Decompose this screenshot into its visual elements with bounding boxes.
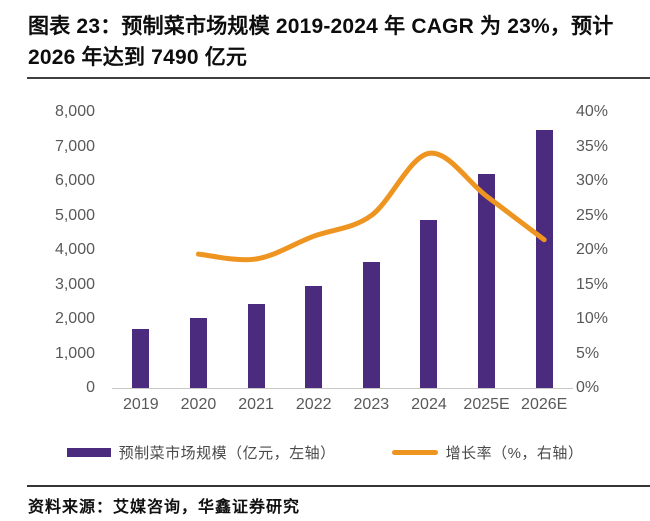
x-axis-label: 2021 [238,396,274,413]
legend-item-growth-rate: 增长率（%，右轴） [391,442,584,463]
right-y-axis-tick: 35% [576,137,609,155]
right-y-axis-tick: 20% [576,241,609,258]
x-axis-line [112,388,573,389]
x-axis-label: 2022 [295,396,332,413]
right-y-axis-tick: 30% [576,172,609,189]
left-y-axis-tick: 7,000 [54,137,95,155]
figure-title-line1: 图表 23：预制菜市场规模 2019-2024 年 CAGR 为 23%，预计 [28,15,614,38]
right-y-axis-tick: 10% [576,310,609,327]
bar-2019 [132,329,150,388]
chart-legend: 预制菜市场规模（亿元，左轴） 增长率（%，右轴） [0,442,650,463]
source-note: 资料来源：艾媒咨询，华鑫证券研究 [28,499,301,516]
bar-2020 [189,317,207,388]
legend-label-market-size: 预制菜市场规模（亿元，左轴） [118,445,336,462]
right-y-axis-tick: 40% [576,103,609,120]
title-divider [27,77,650,79]
left-y-axis-tick: 2,000 [54,310,95,327]
left-y-axis-tick: 4,000 [54,241,95,258]
right-y-axis-tick: 0% [576,379,600,396]
bar-2023 [362,262,380,388]
right-y-axis-tick: 25% [576,206,609,224]
figure-title: 图表 23：预制菜市场规模 2019-2024 年 CAGR 为 23%，预计 … [28,11,634,73]
bar-2022 [305,285,323,388]
right-y-axis-tick: 15% [576,275,609,293]
left-y-axis-tick: 8,000 [54,103,95,120]
x-axis-label: 2020 [180,396,217,413]
x-axis-label: 2024 [411,396,447,413]
bar-2026E [535,129,553,388]
bar-series-swatch-icon [66,448,111,457]
x-axis-label: 2026E [521,396,568,413]
left-y-axis-tick: 3,000 [54,275,95,293]
x-axis-label: 2023 [353,396,390,413]
line-series-swatch-icon [391,450,438,455]
left-y-axis-tick: 1,000 [54,344,95,362]
right-y-axis-tick: 5% [576,344,600,362]
left-y-axis-tick: 5,000 [54,206,95,224]
bar-2025E [478,174,496,388]
bar-2024 [420,219,438,388]
figure-title-line2: 2026 年达到 7490 亿元 [28,46,248,69]
footer-divider [27,485,650,487]
x-axis-label: 2019 [123,396,159,413]
left-y-axis-tick: 0 [86,379,95,396]
x-axis-label: 2025E [463,396,510,413]
legend-label-growth-rate: 增长率（%，右轴） [445,445,584,462]
legend-item-market-size: 预制菜市场规模（亿元，左轴） [66,442,336,463]
bar-2021 [247,303,265,388]
left-y-axis-tick: 6,000 [54,172,95,189]
